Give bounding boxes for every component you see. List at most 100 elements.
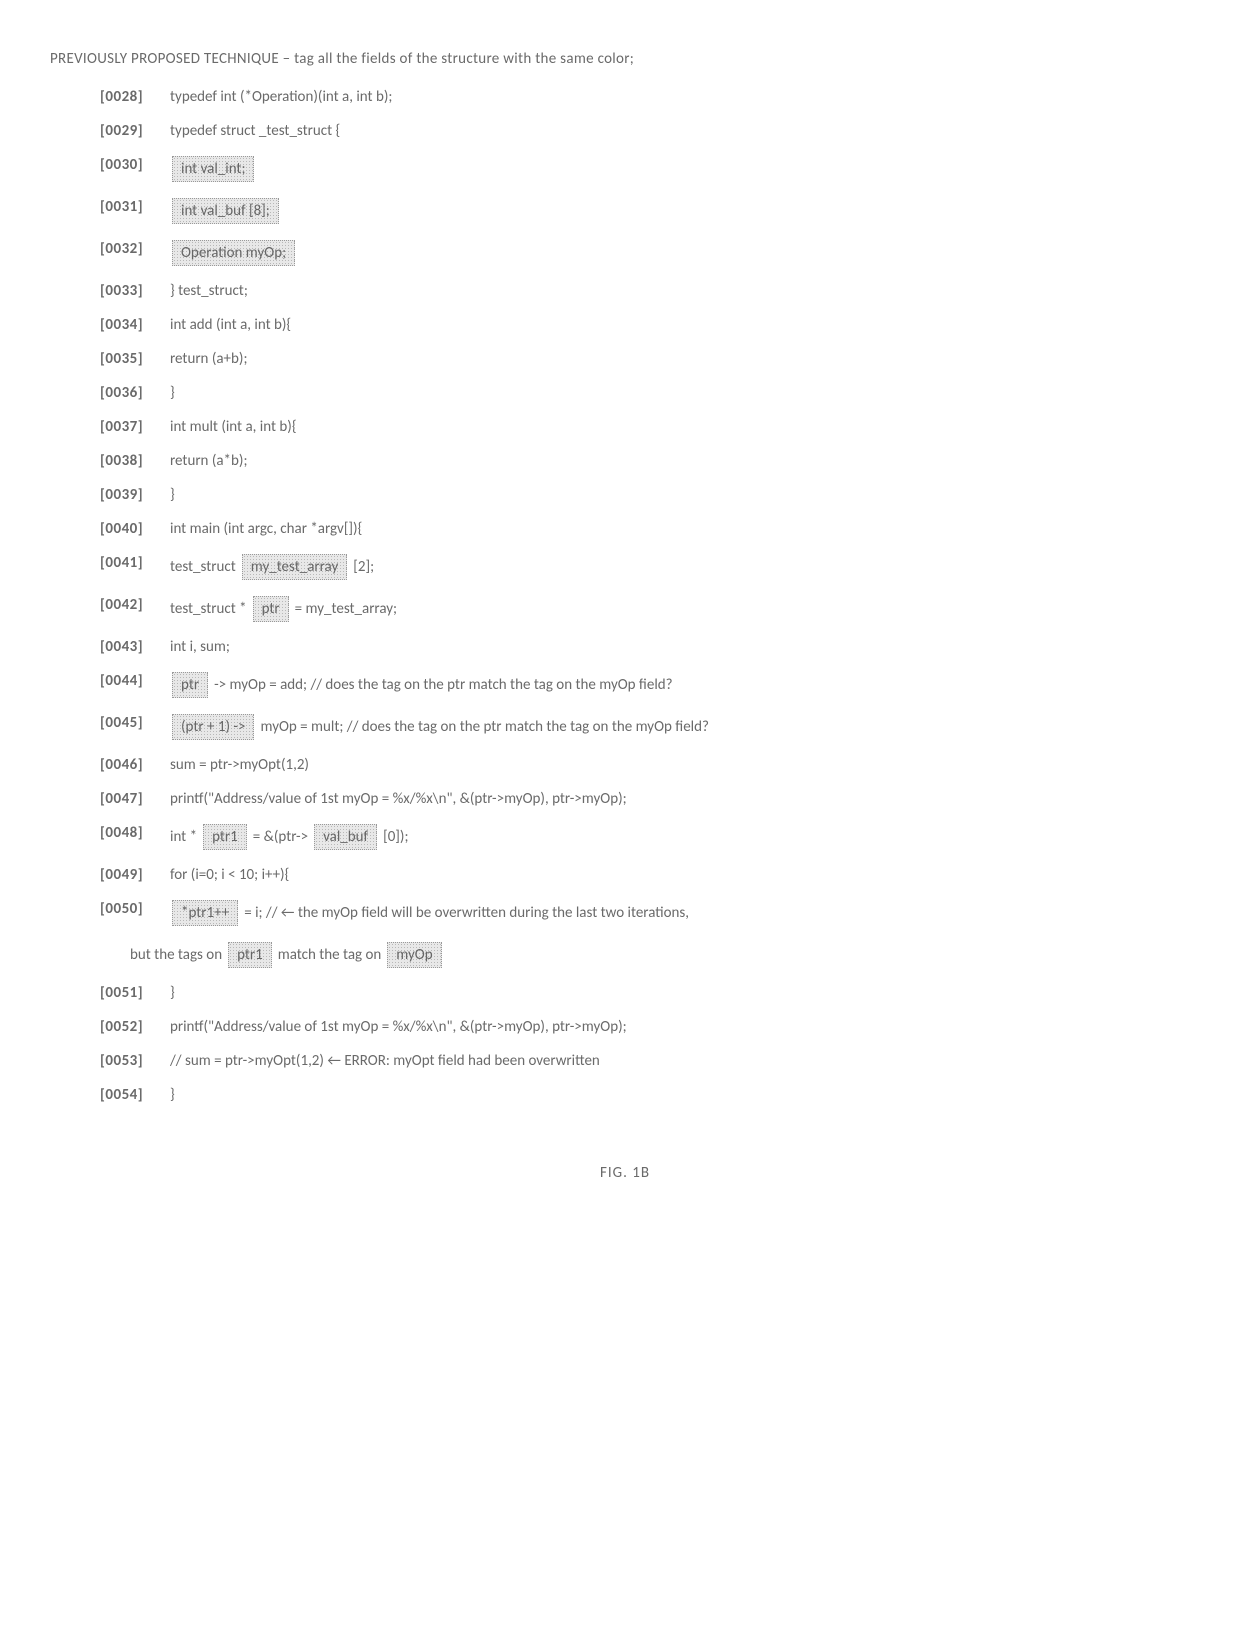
code-content: int val_int;: [170, 156, 256, 182]
code-line: [0054]}: [50, 1086, 1200, 1104]
code-line: [0033]} test_struct;: [50, 282, 1200, 300]
tagged-field: ptr1: [228, 942, 272, 968]
paragraph-number: [0034]: [100, 316, 170, 334]
code-line: [0041]test_struct my_test_array [2];: [50, 554, 1200, 580]
paragraph-number: [0031]: [100, 198, 170, 216]
code-content: *ptr1++ = i; // ← the myOp field will be…: [170, 900, 689, 926]
code-line-continuation: but the tags on ptr1 match the tag on my…: [130, 942, 1200, 968]
tagged-field: int val_int;: [172, 156, 254, 182]
code-content: int mult (int a, int b){: [170, 418, 297, 436]
paragraph-number: [0030]: [100, 156, 170, 174]
code-text: [0]);: [383, 828, 408, 846]
code-content: }: [170, 984, 175, 1002]
code-content: return (a+b);: [170, 350, 247, 368]
code-content: int add (int a, int b){: [170, 316, 291, 334]
code-line: [0036]}: [50, 384, 1200, 402]
code-line: [0031]int val_buf [8];: [50, 198, 1200, 224]
code-content: }: [170, 384, 175, 402]
code-content: test_struct *ptr = my_test_array;: [170, 596, 397, 622]
tagged-field: Operation myOp;: [172, 240, 295, 266]
code-content: }: [170, 486, 175, 504]
tagged-field: my_test_array: [242, 554, 348, 580]
code-line: [0044]ptr -> myOp = add; // does the tag…: [50, 672, 1200, 698]
paragraph-number: [0039]: [100, 486, 170, 504]
code-text: = &(ptr->: [253, 828, 308, 846]
code-text: }: [170, 384, 175, 402]
code-content: typedef int (*Operation)(int a, int b);: [170, 88, 392, 106]
tagged-field: ptr1: [203, 824, 247, 850]
code-line: [0038]return (a*b);: [50, 452, 1200, 470]
code-text: myOp = mult; // does the tag on the ptr …: [260, 718, 708, 736]
paragraph-number: [0033]: [100, 282, 170, 300]
paragraph-number: [0053]: [100, 1052, 170, 1070]
paragraph-number: [0032]: [100, 240, 170, 258]
tagged-field: ptr: [253, 596, 289, 622]
paragraph-number: [0038]: [100, 452, 170, 470]
tagged-field: *ptr1++: [172, 900, 238, 926]
paragraph-number: [0054]: [100, 1086, 170, 1104]
tagged-field: (ptr + 1) ->: [172, 714, 254, 740]
code-content: int val_buf [8];: [170, 198, 281, 224]
code-content: printf("Address/value of 1st myOp = %x/%…: [170, 790, 627, 808]
paragraph-number: [0041]: [100, 554, 170, 572]
code-text: } test_struct;: [170, 282, 248, 300]
paragraph-number: [0036]: [100, 384, 170, 402]
code-text: typedef struct _test_struct {: [170, 122, 340, 140]
page-title: PREVIOUSLY PROPOSED TECHNIQUE – tag all …: [50, 50, 1200, 68]
code-content: return (a*b);: [170, 452, 247, 470]
code-line: [0034]int add (int a, int b){: [50, 316, 1200, 334]
code-content: for (i=0; i < 10; i++){: [170, 866, 289, 884]
code-content: (ptr + 1) -> myOp = mult; // does the ta…: [170, 714, 709, 740]
paragraph-number: [0049]: [100, 866, 170, 884]
code-text: [2];: [353, 558, 374, 576]
code-content: } test_struct;: [170, 282, 248, 300]
code-line: [0030]int val_int;: [50, 156, 1200, 182]
code-line: [0051]}: [50, 984, 1200, 1002]
paragraph-number: [0045]: [100, 714, 170, 732]
code-line: [0050]*ptr1++ = i; // ← the myOp field w…: [50, 900, 1200, 926]
code-text: typedef int (*Operation)(int a, int b);: [170, 88, 392, 106]
code-line: [0047]printf("Address/value of 1st myOp …: [50, 790, 1200, 808]
code-line: [0039]}: [50, 486, 1200, 504]
code-line: [0048]int * ptr1 = &(ptr-> val_buf [0]);: [50, 824, 1200, 850]
paragraph-number: [0035]: [100, 350, 170, 368]
code-line: [0042]test_struct *ptr = my_test_array;: [50, 596, 1200, 622]
code-content: printf("Address/value of 1st myOp = %x/%…: [170, 1018, 627, 1036]
paragraph-number: [0048]: [100, 824, 170, 842]
code-content: but the tags on ptr1 match the tag on my…: [130, 942, 444, 968]
code-text: = i; // ← the myOp field will be overwri…: [244, 904, 689, 922]
code-content: ptr -> myOp = add; // does the tag on th…: [170, 672, 673, 698]
code-text: but the tags on: [130, 946, 222, 964]
paragraph-number: [0029]: [100, 122, 170, 140]
paragraph-number: [0028]: [100, 88, 170, 106]
code-content: int main (int argc, char *argv[]){: [170, 520, 362, 538]
code-content: test_struct my_test_array [2];: [170, 554, 374, 580]
code-text: printf("Address/value of 1st myOp = %x/%…: [170, 1018, 627, 1036]
paragraph-number: [0052]: [100, 1018, 170, 1036]
code-text: sum = ptr->myOpt(1,2): [170, 756, 309, 774]
code-content: sum = ptr->myOpt(1,2): [170, 756, 309, 774]
code-text: int main (int argc, char *argv[]){: [170, 520, 362, 538]
code-text: int mult (int a, int b){: [170, 418, 297, 436]
tagged-field: val_buf: [314, 824, 377, 850]
code-content: // sum = ptr->myOpt(1,2) ← ERROR: myOpt …: [170, 1052, 600, 1070]
code-text: test_struct *: [170, 600, 247, 618]
code-line: [0037]int mult (int a, int b){: [50, 418, 1200, 436]
code-text: int *: [170, 828, 197, 846]
code-line: [0046]sum = ptr->myOpt(1,2): [50, 756, 1200, 774]
code-content: typedef struct _test_struct {: [170, 122, 340, 140]
code-line: [0043]int i, sum;: [50, 638, 1200, 656]
code-text: return (a+b);: [170, 350, 247, 368]
code-text: -> myOp = add; // does the tag on the pt…: [214, 676, 673, 694]
tagged-field: myOp: [387, 942, 441, 968]
code-line: [0045](ptr + 1) -> myOp = mult; // does …: [50, 714, 1200, 740]
paragraph-number: [0037]: [100, 418, 170, 436]
code-text: int add (int a, int b){: [170, 316, 291, 334]
code-text: int i, sum;: [170, 638, 230, 656]
code-line: [0028]typedef int (*Operation)(int a, in…: [50, 88, 1200, 106]
code-text: match the tag on: [278, 946, 382, 964]
code-line: [0032]Operation myOp;: [50, 240, 1200, 266]
code-text: return (a*b);: [170, 452, 247, 470]
code-line: [0052]printf("Address/value of 1st myOp …: [50, 1018, 1200, 1036]
code-text: // sum = ptr->myOpt(1,2) ← ERROR: myOpt …: [170, 1052, 600, 1070]
